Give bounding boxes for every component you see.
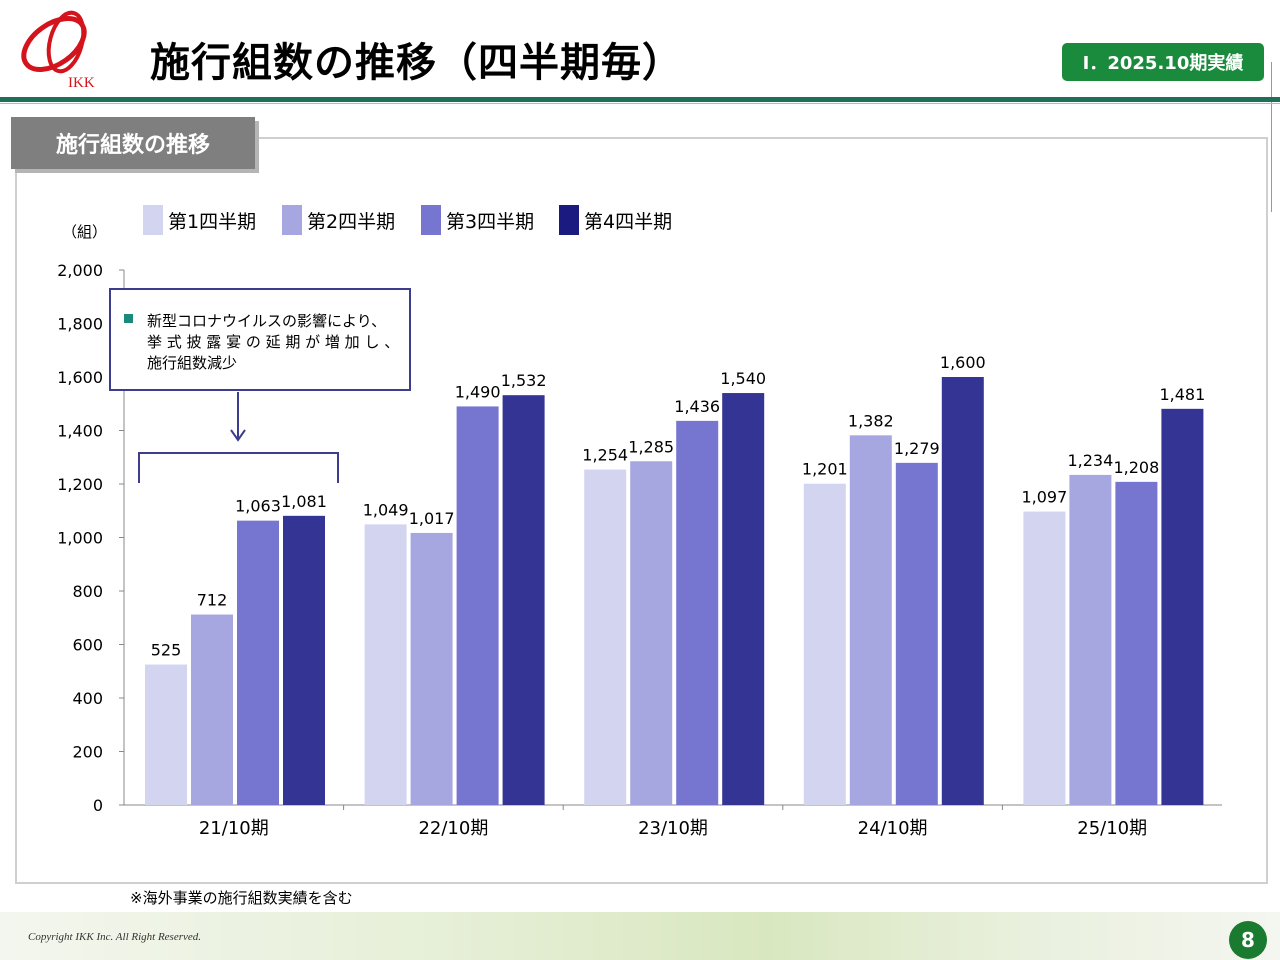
- edge-divider: [1271, 62, 1280, 212]
- y-tick-label: 200: [72, 743, 103, 762]
- y-tick-label: 800: [72, 582, 103, 601]
- data-label: 1,234: [1067, 451, 1113, 470]
- bar-第4四半期-24/10期: [941, 377, 984, 805]
- x-tick-label: 22/10期: [418, 818, 488, 839]
- annotation-box: [109, 288, 411, 391]
- annotation-bullet: [124, 314, 133, 323]
- bar-第2四半期-21/10期: [191, 614, 233, 805]
- bar-第2四半期-23/10期: [630, 461, 673, 805]
- bar-第3四半期-25/10期: [1115, 481, 1158, 805]
- data-label: 1,436: [674, 397, 720, 416]
- bar-第1四半期-23/10期: [584, 469, 627, 805]
- y-tick-label: 2,000: [57, 261, 103, 280]
- bar-第2四半期-24/10期: [849, 435, 892, 805]
- bar-第3四半期-24/10期: [895, 462, 938, 805]
- legend-label: 第3四半期: [446, 211, 534, 233]
- bar-第4四半期-21/10期: [283, 515, 325, 805]
- legend-swatch: [559, 205, 579, 235]
- x-tick-label: 25/10期: [1077, 818, 1147, 839]
- legend-swatch: [282, 205, 302, 235]
- period-badge: Ⅰ．2025.10期実績: [1062, 43, 1264, 81]
- annotation-text: 挙 式 披 露 宴 の 延 期 が 増 加 し 、: [147, 333, 399, 351]
- legend-swatch: [421, 205, 441, 235]
- x-tick-label: 21/10期: [199, 818, 269, 839]
- bar-第1四半期-25/10期: [1023, 511, 1066, 805]
- section-tab: 施行組数の推移: [11, 117, 255, 169]
- data-label: 1,532: [501, 371, 547, 390]
- y-tick-label: 1,600: [57, 368, 103, 387]
- annotation-arrowhead: [230, 429, 246, 442]
- data-label: 1,285: [628, 437, 674, 456]
- bar-第4四半期-22/10期: [502, 395, 545, 805]
- bar-第2四半期-25/10期: [1069, 474, 1112, 805]
- data-label: 1,382: [848, 411, 894, 430]
- data-label: 1,081: [281, 492, 327, 511]
- y-tick-label: 400: [72, 689, 103, 708]
- bar-第1四半期-24/10期: [803, 483, 846, 805]
- bar-第1四半期-22/10期: [364, 524, 407, 805]
- data-label: 1,063: [235, 497, 281, 516]
- annotation-text: 新型コロナウイルスの影響により、: [147, 312, 386, 330]
- bar-第2四半期-22/10期: [410, 532, 453, 805]
- data-label: 1,254: [582, 446, 628, 465]
- data-label: 1,490: [455, 382, 501, 401]
- data-label: 1,481: [1159, 385, 1205, 404]
- copyright: Copyright IKK Inc. All Right Reserved.: [28, 931, 202, 943]
- bar-第4四半期-23/10期: [722, 393, 765, 805]
- bar-第4四半期-25/10期: [1161, 408, 1204, 805]
- data-label: 1,097: [1021, 488, 1067, 507]
- x-tick-label: 24/10期: [858, 818, 928, 839]
- annotation-text: 施行組数減少: [147, 354, 237, 372]
- bar-第3四半期-22/10期: [456, 406, 499, 805]
- data-label: 1,017: [409, 509, 455, 528]
- data-label: 712: [197, 591, 228, 610]
- y-tick-label: 600: [72, 636, 103, 655]
- header-rule: [0, 97, 1280, 102]
- data-label: 525: [151, 641, 182, 660]
- y-tick-label: 1,400: [57, 422, 103, 441]
- page-number: 8: [1229, 921, 1267, 959]
- bar-第3四半期-21/10期: [237, 520, 279, 805]
- y-tick-label: 1,200: [57, 475, 103, 494]
- legend-label: 第1四半期: [168, 211, 256, 233]
- y-tick-label: 1,800: [57, 315, 103, 334]
- footer-band: [0, 912, 1280, 960]
- data-label: 1,208: [1113, 458, 1159, 477]
- footnote: ※海外事業の施行組数実績を含む: [130, 889, 353, 907]
- legend-label: 第4四半期: [584, 211, 672, 233]
- data-label: 1,201: [802, 460, 848, 479]
- legend-label: 第2四半期: [307, 211, 395, 233]
- data-label: 1,279: [894, 439, 940, 458]
- data-label: 1,049: [363, 500, 409, 519]
- logo-text: IKK: [68, 75, 95, 90]
- page-title: 施行組数の推移（四半期毎）: [150, 40, 683, 86]
- data-label: 1,600: [940, 353, 986, 372]
- x-tick-label: 23/10期: [638, 818, 708, 839]
- data-label: 1,540: [720, 369, 766, 388]
- y-axis-label: （組）: [62, 223, 107, 241]
- header-rule-thin: [0, 103, 1280, 104]
- bar-第3四半期-23/10期: [676, 420, 719, 805]
- legend-swatch: [143, 205, 163, 235]
- annotation-bracket: [138, 452, 339, 483]
- bar-第1四半期-21/10期: [145, 664, 187, 805]
- y-tick-label: 0: [93, 796, 103, 815]
- y-tick-label: 1,000: [57, 529, 103, 548]
- ikk-logo: IKK: [21, 10, 95, 90]
